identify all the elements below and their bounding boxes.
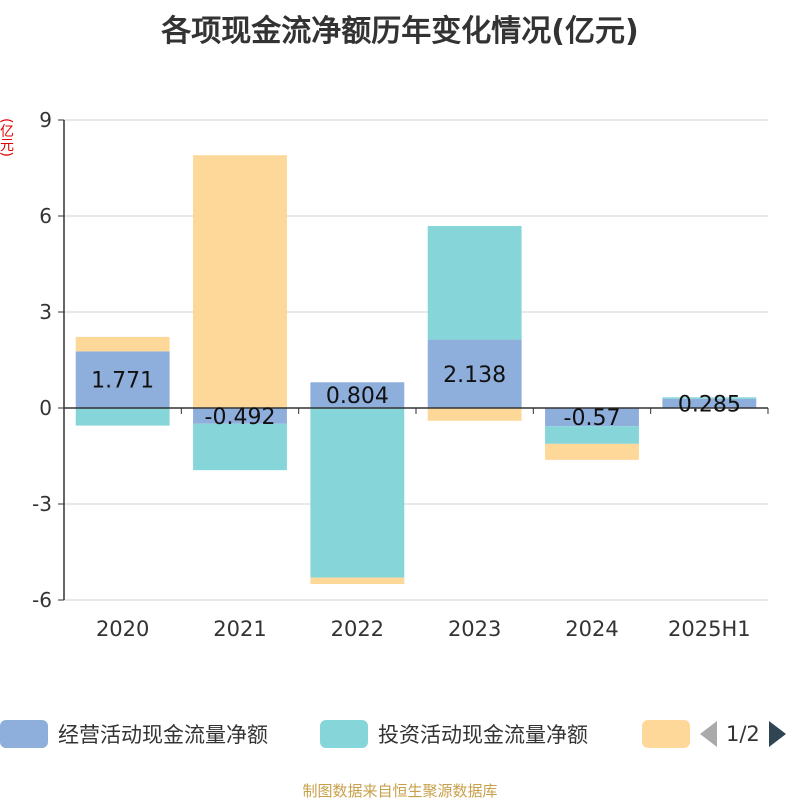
legend-label: 经营活动现金流量净额 [58, 723, 268, 747]
x-tick-label-2025H1: 2025H1 [668, 617, 751, 641]
bar-series2-2020 [75, 408, 170, 426]
data-label-2022: 0.804 [326, 384, 389, 409]
data-label-2024: -0.57 [564, 406, 621, 431]
chart-title: 各项现金流净额历年变化情况(亿元) [161, 14, 639, 49]
legend-swatch [320, 720, 368, 748]
bar-series2-2022 [310, 408, 405, 578]
y-tick-label: 3 [39, 300, 52, 324]
x-tick-label-2021: 2021 [213, 617, 266, 641]
legend-swatch [0, 720, 48, 748]
y-tick-label: 6 [39, 204, 52, 228]
bar-series1-2024 [545, 408, 639, 427]
bar-series1-2021 [193, 408, 287, 424]
legend-pager: 1/2 [700, 716, 786, 752]
bar-series3-2024 [545, 443, 639, 460]
y-axis-unit-label: (亿元) [0, 118, 14, 157]
data-label-2020: 1.771 [91, 369, 154, 394]
bar-series1-2022 [310, 382, 405, 408]
legend-item-3[interactable] [642, 716, 690, 752]
legend-next-page-icon[interactable] [768, 721, 786, 747]
bar-series3-2020 [75, 336, 170, 352]
y-tick-label: 0 [39, 396, 52, 420]
data-label-2021: -0.492 [205, 405, 276, 430]
legend-item-1[interactable]: 经营活动现金流量净额 [0, 716, 268, 752]
bar-series2-2025H1 [662, 397, 757, 399]
legend-item-2[interactable]: 投资活动现金流量净额 [320, 716, 588, 752]
legend-label: 投资活动现金流量净额 [378, 723, 588, 747]
legend-swatch [642, 720, 690, 748]
y-tick-label: 9 [39, 108, 52, 132]
y-tick-label: -3 [32, 492, 52, 516]
legend-prev-page-icon[interactable] [700, 721, 717, 747]
bar-series2-2021 [193, 423, 287, 471]
x-tick-label-2022: 2022 [331, 617, 384, 641]
bar-series3-2021 [193, 155, 287, 408]
x-tick-label-2024: 2024 [565, 617, 618, 641]
bar-series2-2023 [427, 225, 522, 340]
bar-series3-2022 [310, 577, 405, 584]
chart-legend: 经营活动现金流量净额 投资活动现金流量净额 [0, 716, 800, 756]
legend-page-indicator: 1/2 [726, 722, 760, 746]
bar-series1-2023 [427, 339, 522, 408]
bar-series2-2024 [545, 426, 639, 444]
bar-series1-2025H1 [662, 398, 757, 408]
data-source-footer: 制图数据来自恒生聚源数据库 [302, 782, 498, 800]
bar-series1-2020 [75, 351, 170, 408]
bar-chart: -6 -3 0 3 6 9 2020 2021 2022 2023 2024 2025H1 1.771 -… [32, 108, 769, 641]
x-tick-label-2020: 2020 [96, 617, 149, 641]
data-label-2025H1: 0.285 [678, 392, 741, 417]
y-tick-label: -6 [32, 588, 52, 612]
data-label-2023: 2.138 [443, 363, 506, 388]
x-tick-label-2023: 2023 [448, 617, 501, 641]
bar-series3-2023 [427, 408, 522, 421]
